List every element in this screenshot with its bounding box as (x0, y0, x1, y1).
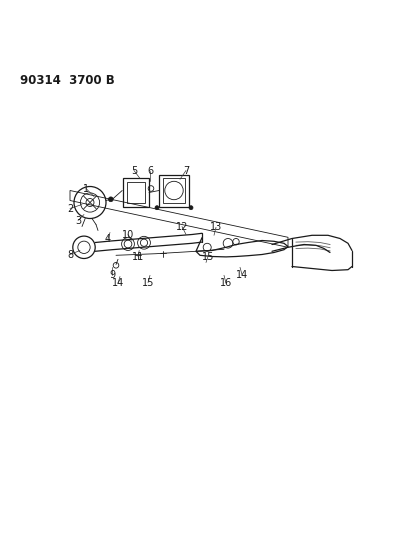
Text: 11: 11 (132, 252, 144, 262)
Text: 16: 16 (220, 278, 232, 288)
Text: 8: 8 (67, 249, 73, 260)
Text: 90314  3700 B: 90314 3700 B (20, 74, 115, 87)
Text: 3: 3 (75, 215, 81, 225)
Text: 15: 15 (202, 252, 214, 262)
Text: 5: 5 (131, 166, 137, 175)
Text: 10: 10 (122, 230, 134, 239)
Text: 9: 9 (109, 270, 115, 279)
Text: 15: 15 (142, 278, 154, 287)
Circle shape (155, 206, 159, 209)
Circle shape (108, 197, 113, 201)
Text: 1: 1 (83, 183, 89, 193)
Text: 6: 6 (147, 166, 153, 175)
Text: 14: 14 (236, 270, 248, 279)
Text: 7: 7 (183, 166, 189, 175)
Text: 4: 4 (105, 233, 111, 244)
Text: 13: 13 (210, 222, 222, 232)
Text: 2: 2 (67, 204, 73, 214)
Circle shape (189, 206, 193, 209)
Text: 14: 14 (112, 278, 124, 288)
Text: 12: 12 (176, 222, 188, 231)
